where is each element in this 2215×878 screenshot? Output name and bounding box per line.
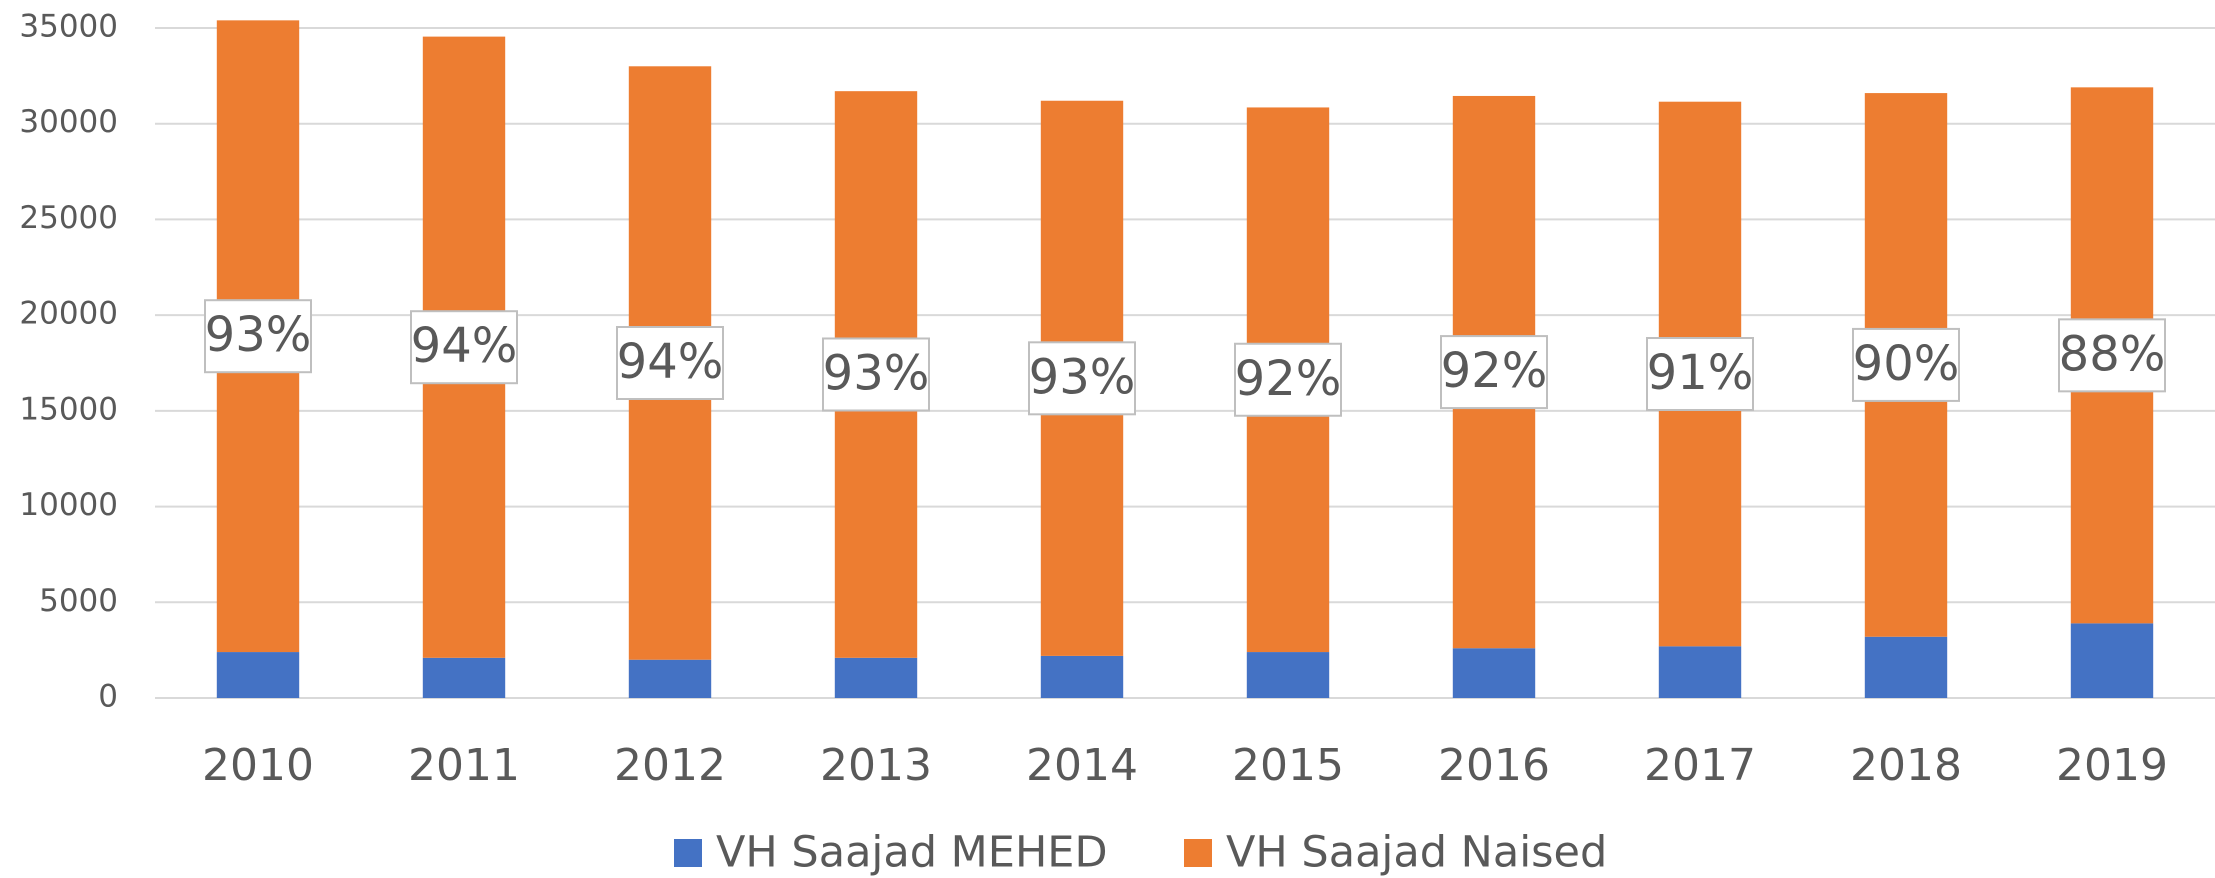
x-tick-label: 2013	[820, 740, 932, 791]
y-tick-label: 15000	[19, 391, 118, 427]
bar-segment	[628, 659, 712, 698]
x-tick-label: 2015	[1232, 740, 1344, 791]
data-label: 92%	[1235, 351, 1342, 407]
label-box	[822, 337, 930, 412]
data-label: 93%	[1029, 349, 1136, 405]
label-box	[1852, 327, 1960, 402]
data-label: 92%	[1441, 343, 1548, 399]
y-tick-label: 20000	[19, 296, 118, 332]
label-box	[1234, 342, 1342, 417]
x-tick-label: 2019	[2056, 740, 2168, 791]
legend-label: VH Saajad MEHED	[716, 828, 1108, 878]
y-tick-label: 25000	[19, 200, 118, 236]
legend-swatch	[1184, 839, 1212, 867]
x-tick-label: 2011	[408, 740, 520, 791]
legend-label: VH Saajad Naised	[1226, 828, 1607, 878]
data-label: 88%	[2059, 326, 2166, 382]
y-tick-label: 30000	[19, 104, 118, 140]
label-box	[1646, 337, 1754, 412]
data-label: 93%	[823, 345, 930, 401]
x-tick-label: 2016	[1438, 740, 1550, 791]
bar-segment	[1246, 652, 1330, 698]
label-box	[1440, 335, 1548, 410]
bar-segment	[1452, 648, 1536, 698]
x-tick-label: 2012	[614, 740, 726, 791]
label-box	[204, 299, 312, 374]
bar-segment	[1658, 646, 1742, 698]
bar-segment	[216, 652, 300, 698]
y-tick-label: 5000	[39, 583, 118, 619]
data-label: 94%	[411, 318, 518, 374]
legend-swatch	[674, 839, 702, 867]
y-tick-label: 0	[98, 679, 118, 715]
bar-segment	[2070, 623, 2154, 698]
label-box	[2058, 318, 2166, 393]
data-label: 93%	[205, 307, 312, 363]
data-label: 91%	[1647, 345, 1754, 401]
x-tick-label: 2010	[202, 740, 314, 791]
label-box	[616, 326, 724, 400]
label-box	[410, 310, 518, 385]
label-box	[1028, 341, 1136, 416]
bar-segment	[1864, 636, 1948, 698]
bar-segment	[834, 657, 918, 698]
data-label: 90%	[1853, 336, 1960, 392]
bar-segment	[1040, 655, 1124, 698]
bar-segment	[422, 657, 506, 698]
x-tick-label: 2018	[1850, 740, 1962, 791]
y-tick-label: 10000	[19, 487, 118, 523]
y-tick-label: 35000	[19, 9, 118, 45]
x-tick-label: 2014	[1026, 740, 1138, 791]
x-tick-label: 2017	[1644, 740, 1756, 791]
data-label: 94%	[617, 334, 724, 390]
